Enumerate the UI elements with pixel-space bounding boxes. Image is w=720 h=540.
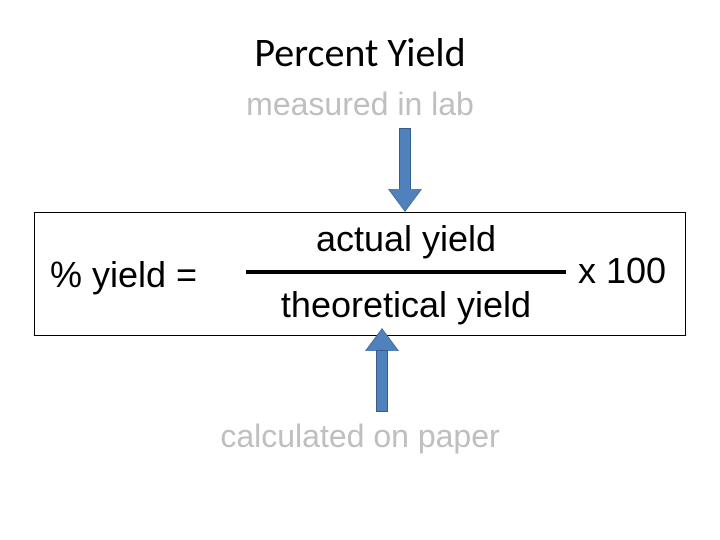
annotation-measured: measured in lab	[0, 86, 720, 123]
annotation-calculated: calculated on paper	[0, 418, 720, 455]
slide-canvas: Percent Yield measured in lab % yield = …	[0, 0, 720, 540]
formula-rhs: x 100	[578, 250, 666, 292]
slide-title: Percent Yield	[0, 28, 720, 77]
arrow-down-icon	[389, 128, 423, 212]
fraction-line	[246, 270, 566, 274]
formula-denominator: theoretical yield	[246, 284, 566, 326]
formula-numerator: actual yield	[246, 218, 566, 260]
formula-lhs: % yield =	[50, 254, 197, 296]
arrow-up-icon	[366, 328, 400, 412]
